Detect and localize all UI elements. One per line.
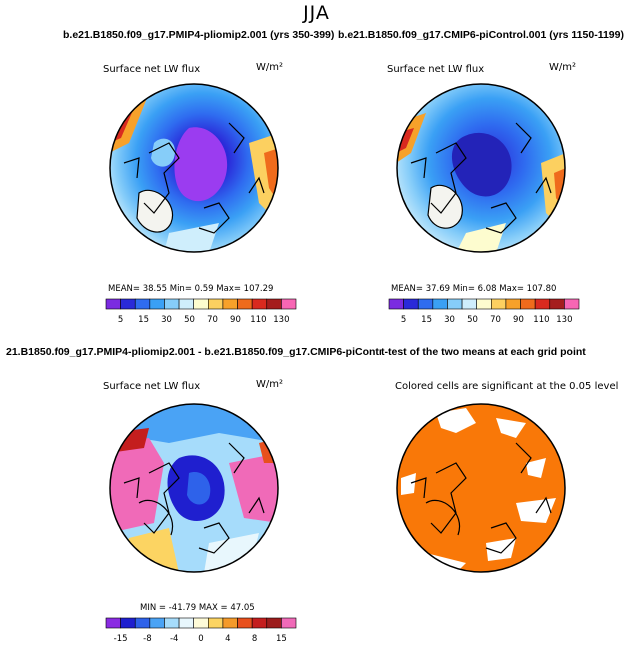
colorbar-top-right-tick-label: 5	[401, 315, 406, 325]
colorbar-top-left-swatch	[266, 298, 282, 310]
polar-map-bottom-left	[109, 403, 279, 573]
colorbar-bottom-left: -15 -8 -4 0 4 8 15	[105, 617, 297, 644]
colorbar-top-right-swatch	[447, 298, 463, 310]
polar-map-top-left	[109, 83, 279, 253]
colorbar-bottom-left-swatch	[193, 617, 209, 629]
colorbar-top-left-tick-label: 50	[184, 315, 195, 325]
colorbar-bottom-left-swatch	[266, 617, 282, 629]
season-title: JJA	[303, 2, 330, 24]
panel-header-top-right: b.e21.B1850.f09_g17.CMIP6-piControl.001 …	[338, 29, 624, 41]
colorbar-top-right-swatch	[564, 298, 580, 310]
stats-bottom-left: MIN = -41.79 MAX = 47.05	[140, 603, 255, 613]
colorbar-top-left-swatch	[237, 298, 253, 310]
colorbar-top-right-swatch	[520, 298, 536, 310]
colorbar-top-right-swatch	[388, 298, 404, 310]
colorbar-bottom-left-swatch	[120, 617, 136, 629]
colorbar-top-left-swatch	[105, 298, 121, 310]
colorbar-top-right-tick-label: 15	[421, 315, 432, 325]
colorbar-top-right-tick-label: 90	[513, 315, 524, 325]
colorbar-top-left-tick-label: 15	[138, 315, 149, 325]
colorbar-bottom-left-swatch	[251, 617, 268, 629]
colorbar-top-right-swatch	[491, 298, 507, 310]
colorbar-bottom-left-tick-label: 0	[198, 634, 203, 644]
colorbar-bottom-left-swatch	[208, 617, 224, 629]
colorbar-bottom-left-tick-label: -4	[170, 634, 178, 644]
colorbar-bottom-left-swatch	[222, 617, 238, 629]
stats-top-right: MEAN= 37.69 Min= 6.08 Max= 107.80	[391, 284, 557, 294]
colorbar-bottom-left-tick-label: 4	[225, 634, 230, 644]
colorbar-top-right-swatch	[505, 298, 521, 310]
significance-note: Colored cells are significant at the 0.0…	[395, 381, 619, 392]
colorbar-bottom-left-swatch	[237, 617, 253, 629]
colorbar-bottom-left-swatch	[105, 617, 121, 629]
colorbar-top-left-tick-label: 130	[273, 315, 289, 325]
colorbar-top-left-swatch	[193, 298, 209, 310]
variable-label-bottom-left: Surface net LW flux	[103, 381, 201, 392]
colorbar-top-left-tick-label: 5	[118, 315, 123, 325]
colorbar-top-right-swatch	[534, 298, 551, 310]
panel-header-top-left: b.e21.B1850.f09_g17.PMIP4-pliomip2.001 (…	[63, 29, 335, 41]
colorbar-top-right-swatch	[417, 298, 434, 310]
colorbar-bottom-left-swatch	[149, 617, 165, 629]
colorbar-top-left-swatch	[222, 298, 238, 310]
colorbar-bottom-left-swatch	[134, 617, 151, 629]
colorbar-top-left-swatch	[208, 298, 224, 310]
colorbar-top-left: 5 15 30 50 70 90 110 130	[105, 298, 297, 325]
colorbar-top-left-tick-label: 110	[250, 315, 266, 325]
colorbar-bottom-left-swatch	[178, 617, 194, 629]
polar-map-bottom-right	[396, 403, 566, 573]
colorbar-top-left-swatch	[164, 298, 180, 310]
colorbar-bottom-left-tick-label: -15	[114, 634, 128, 644]
colorbar-top-left-swatch	[134, 298, 151, 310]
colorbar-top-right-tick-label: 50	[467, 315, 478, 325]
colorbar-bottom-left-tick-label: 8	[252, 634, 257, 644]
colorbar-top-right-swatch	[461, 298, 477, 310]
variable-label-top-right: Surface net LW flux	[387, 64, 485, 75]
colorbar-top-right-tick-label: 110	[533, 315, 549, 325]
colorbar-bottom-left-tick-label: -8	[143, 634, 151, 644]
unit-label-bottom-left: W/m²	[256, 379, 284, 390]
variable-label-top-left: Surface net LW flux	[103, 64, 201, 75]
colorbar-top-right-swatch	[432, 298, 448, 310]
colorbar-top-right: 5 15 30 50 70 90 110 130	[388, 298, 580, 325]
unit-label-top-right: W/m²	[549, 62, 577, 73]
colorbar-top-right-tick-label: 130	[556, 315, 572, 325]
colorbar-top-left-tick-label: 90	[230, 315, 241, 325]
colorbar-top-left-tick-label: 30	[161, 315, 172, 325]
colorbar-top-left-swatch	[281, 298, 297, 310]
colorbar-bottom-left-swatch	[164, 617, 180, 629]
panel-header-bottom-right: t-test of the two means at each grid poi…	[381, 346, 586, 358]
colorbar-top-left-tick-label: 70	[207, 315, 218, 325]
colorbar-top-right-swatch	[403, 298, 419, 310]
polar-map-top-right	[396, 83, 566, 253]
colorbar-top-left-swatch	[178, 298, 194, 310]
panel-header-bottom-left: 21.B1850.f09_g17.PMIP4-pliomip2.001 - b.…	[6, 346, 413, 358]
colorbar-top-left-swatch	[149, 298, 165, 310]
colorbar-bottom-left-tick-label: 15	[276, 634, 287, 644]
colorbar-top-right-swatch	[476, 298, 492, 310]
colorbar-top-right-tick-label: 70	[490, 315, 501, 325]
colorbar-top-right-swatch	[549, 298, 565, 310]
colorbar-top-left-swatch	[251, 298, 268, 310]
colorbar-bottom-left-swatch	[281, 617, 297, 629]
stats-top-left: MEAN= 38.55 Min= 0.59 Max= 107.29	[108, 284, 274, 294]
colorbar-top-right-tick-label: 30	[444, 315, 455, 325]
unit-label-top-left: W/m²	[256, 62, 284, 73]
colorbar-top-left-swatch	[120, 298, 136, 310]
